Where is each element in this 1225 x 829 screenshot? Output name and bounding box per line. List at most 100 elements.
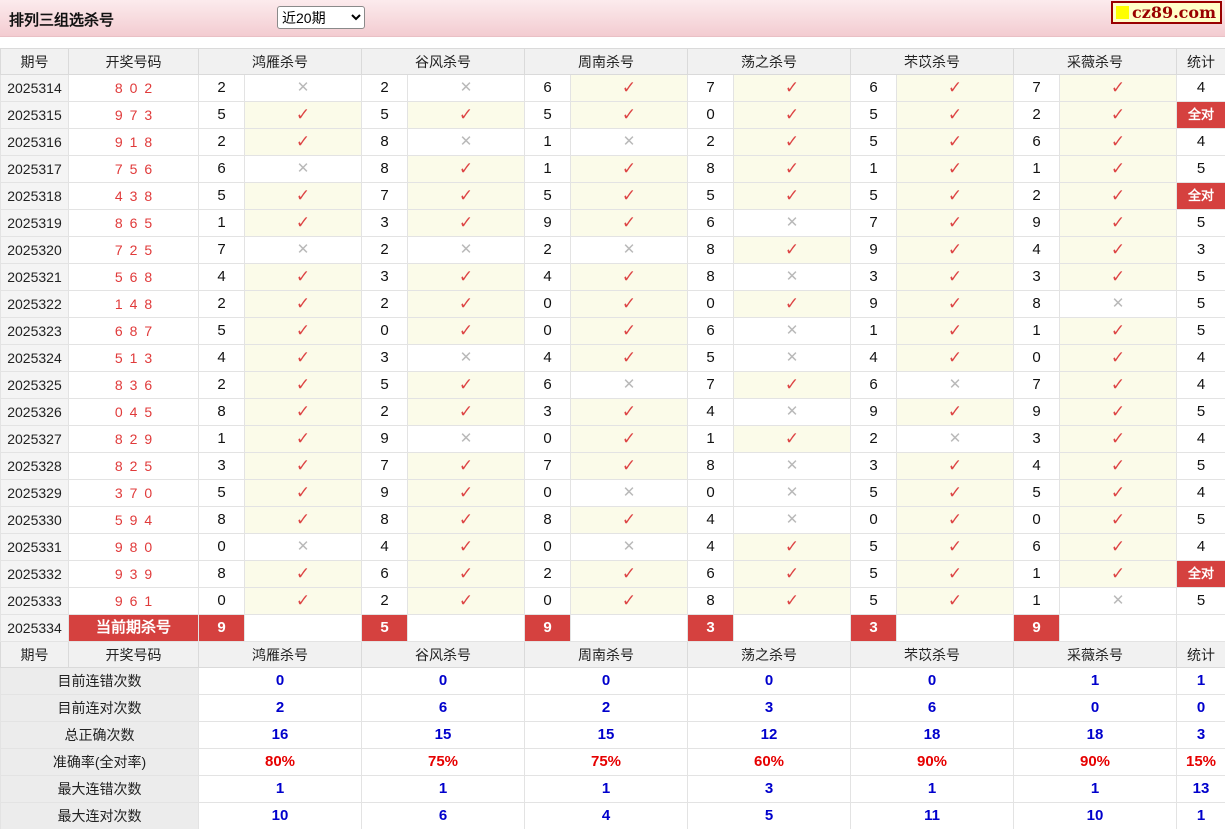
kill-mark-cell: ✓ [896,533,1014,561]
check-icon: ✓ [621,429,637,448]
cross-icon: ✕ [459,241,473,258]
check-icon: ✓ [621,348,637,367]
kill-mark-cell: ✓ [1059,371,1177,399]
check-icon: ✓ [621,294,637,313]
kill-mark-cell: ✓ [733,155,851,183]
period-cell: 2025325 [0,371,69,399]
summary-value-expert-2: 1 [524,775,688,803]
kill-mark-cell: ✓ [407,263,525,291]
kill-mark-cell: ✓ [733,425,851,453]
kill-number-cell: 4 [687,506,734,534]
cross-icon: ✕ [948,376,962,393]
kill-number-cell: 0 [524,533,571,561]
kill-mark-cell: ✕ [733,398,851,426]
check-icon: ✓ [784,294,800,313]
stat-cell: 5 [1176,209,1225,237]
kill-mark-cell: ✓ [244,371,362,399]
summary-row: 最大连对次数 10 6 4 5 11 10 1 [0,802,1225,829]
all-correct-badge: 全对 [1176,101,1225,129]
kill-number-cell: 5 [687,344,734,372]
table-row: 2025323 687 5 ✓ 0 ✓ 0 ✓ 6 ✕ 1 ✓ 1 ✓ 5 [0,317,1225,345]
kill-number-cell: 0 [361,317,408,345]
summary-value-expert-5: 1 [1013,667,1177,695]
draw-numbers-cell: 756 [68,155,199,183]
period-cell: 2025324 [0,344,69,372]
kill-number-cell: 0 [524,290,571,318]
kill-number-cell: 8 [687,452,734,480]
check-icon: ✓ [295,591,311,610]
check-icon: ✓ [1110,564,1126,583]
kill-number-cell: 5 [850,128,897,156]
kill-number-cell: 1 [687,425,734,453]
summary-value-expert-1: 15 [361,721,525,749]
kill-mark-cell: ✓ [570,587,688,615]
kill-number-cell: 8 [198,560,245,588]
kill-number-cell: 7 [198,236,245,264]
draw-numbers-cell: 438 [68,182,199,210]
draw-numbers-cell: 836 [68,371,199,399]
kill-number-cell: 1 [198,209,245,237]
period-range-select[interactable]: 近20期 [277,6,365,29]
check-icon: ✓ [295,456,311,475]
summary-value-expert-4: 6 [850,694,1014,722]
check-icon: ✓ [784,78,800,97]
cross-icon: ✕ [622,241,636,258]
kill-mark-cell: ✕ [896,425,1014,453]
check-icon: ✓ [621,267,637,286]
kill-number-cell: 6 [524,74,571,102]
kill-number-cell: 9 [1013,398,1060,426]
kill-mark-cell: ✓ [733,101,851,129]
kill-mark-cell: ✓ [407,452,525,480]
kill-mark-cell: ✓ [1059,344,1177,372]
summary-value-expert-3: 5 [687,802,851,829]
check-icon: ✓ [458,159,474,178]
check-icon: ✓ [295,429,311,448]
draw-numbers-cell: 802 [68,74,199,102]
check-icon: ✓ [458,186,474,205]
kill-number-cell: 1 [1013,560,1060,588]
kill-mark-cell: ✓ [733,560,851,588]
kill-mark-cell: ✓ [570,398,688,426]
kill-mark-cell-empty [896,614,1014,642]
kill-number-cell: 6 [1013,128,1060,156]
check-icon: ✓ [947,456,963,475]
check-icon: ✓ [295,294,311,313]
site-logo[interactable]: cz89.com [1110,1,1222,24]
table-row: 2025325 836 2 ✓ 5 ✓ 6 ✕ 7 ✓ 6 ✕ 7 ✓ 4 [0,371,1225,399]
kill-number-cell: 1 [524,128,571,156]
kill-number-cell: 0 [1013,344,1060,372]
kill-number-cell: 5 [361,101,408,129]
kill-mark-cell: ✓ [244,290,362,318]
kill-mark-cell: ✕ [733,209,851,237]
check-icon: ✓ [1110,375,1126,394]
kill-mark-cell: ✓ [1059,236,1177,264]
kill-mark-cell: ✕ [733,479,851,507]
kill-number-cell: 1 [1013,587,1060,615]
check-icon: ✓ [458,105,474,124]
table-row: 2025330 594 8 ✓ 8 ✓ 8 ✓ 4 ✕ 0 ✓ 0 ✓ 5 [0,506,1225,534]
summary-label: 最大连错次数 [0,775,199,803]
stat-cell: 5 [1176,263,1225,291]
kill-number-cell: 8 [361,155,408,183]
summary-value-expert-0: 80% [198,748,362,776]
kill-mark-cell: ✕ [570,479,688,507]
kill-number-cell: 5 [850,479,897,507]
summary-label: 准确率(全对率) [0,748,199,776]
kill-mark-cell-empty [244,614,362,642]
check-icon: ✓ [295,267,311,286]
kill-mark-cell: ✓ [407,398,525,426]
summary-value-expert-1: 0 [361,667,525,695]
col-header-expert-5: 采薇杀号 [1013,48,1177,75]
check-icon: ✓ [947,186,963,205]
kill-mark-cell: ✓ [896,236,1014,264]
kill-mark-cell: ✓ [1059,263,1177,291]
check-icon: ✓ [1110,213,1126,232]
kill-mark-cell: ✓ [896,101,1014,129]
kill-mark-cell: ✕ [407,128,525,156]
summary-value-expert-4: 0 [850,667,1014,695]
stat-cell: 4 [1176,479,1225,507]
kill-number-cell: 0 [524,587,571,615]
summary-value-expert-2: 75% [524,748,688,776]
kill-mark-cell: ✓ [1059,533,1177,561]
check-icon: ✓ [621,510,637,529]
